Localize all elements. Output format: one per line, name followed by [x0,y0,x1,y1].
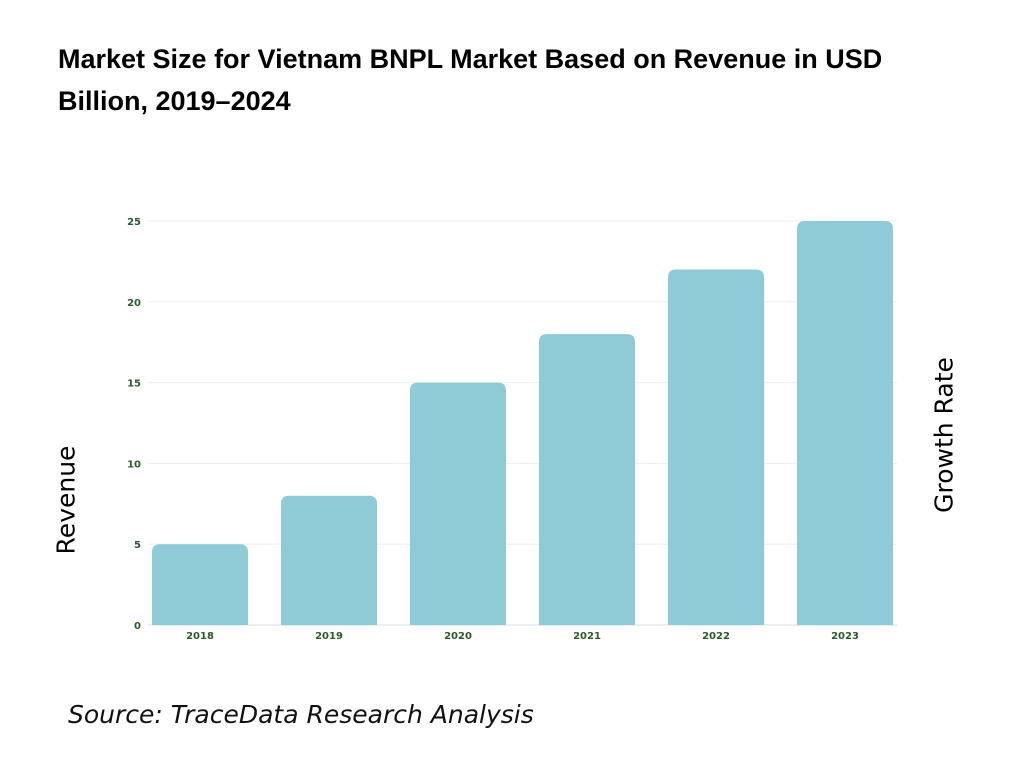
x-tick-label: 2023 [831,631,859,642]
bar-2018 [152,544,248,625]
source-note: Source: TraceData Research Analysis [68,700,534,729]
y-tick-label: 0 [134,621,141,632]
y-tick-label: 15 [127,379,141,390]
x-tick-label: 2018 [186,631,214,642]
x-tick-label: 2022 [702,631,730,642]
bar-2021 [539,334,635,625]
x-tick-label: 2020 [444,631,472,642]
y-tick-label: 20 [127,298,141,309]
y-tick-label: 5 [134,540,141,551]
bar-2023 [797,221,893,625]
bar-2019 [281,495,377,625]
bar-2020 [410,382,506,625]
bar-2022 [668,269,764,625]
y-tick-label: 10 [127,459,141,470]
x-tick-label: 2019 [315,631,343,642]
y-tick-label: 25 [127,217,141,228]
chart-title: Market Size for Vietnam BNPL Market Base… [58,44,883,116]
x-tick-label: 2021 [573,631,601,642]
